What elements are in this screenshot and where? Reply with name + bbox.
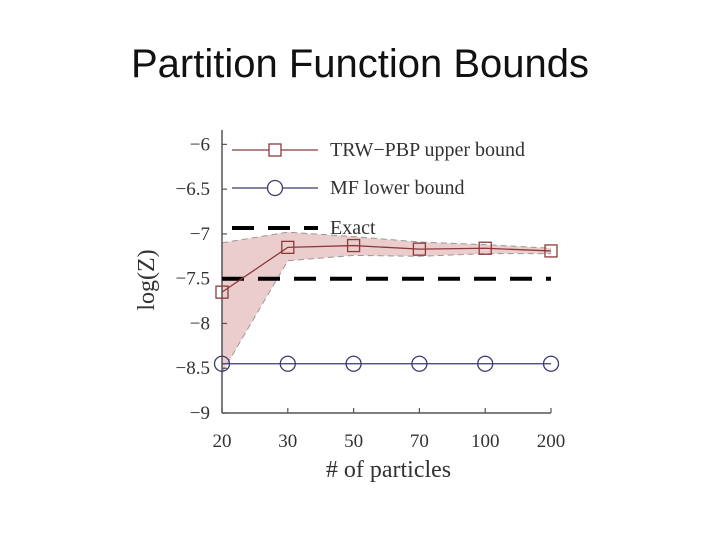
legend-lower-marker xyxy=(266,179,284,197)
trw-pbp-upper-bound-point xyxy=(346,238,361,253)
y-axis-title: log(Z) xyxy=(134,249,160,310)
x-tick-label: 30 xyxy=(278,431,297,452)
slide-title: Partition Function Bounds xyxy=(130,42,590,86)
legend-lower-label: MF lower bound xyxy=(330,177,464,199)
x-tick-label: 100 xyxy=(471,431,500,452)
trw-pbp-upper-bound-line xyxy=(221,244,552,293)
band-upper-edge xyxy=(221,231,552,249)
y-tick-label: −9 xyxy=(190,403,210,424)
y-tick-label: −7.5 xyxy=(176,269,210,290)
trw-pbp-upper-bound-point xyxy=(281,240,295,255)
mf-lower-bound-point xyxy=(542,355,560,372)
trw-pbp-upper-bound-point xyxy=(215,285,229,299)
y-tick-label: −7 xyxy=(190,224,210,245)
x-tick-label: 70 xyxy=(410,431,429,452)
mf-lower-bound-point xyxy=(213,355,231,372)
legend-upper-marker xyxy=(268,143,282,157)
upper-bound-band xyxy=(222,232,551,373)
trw-pbp-upper-bound-point xyxy=(478,241,492,255)
y-tick-label: −6.5 xyxy=(176,179,210,200)
legend-exact-label: Exact xyxy=(330,217,376,239)
mf-lower-bound-point xyxy=(345,355,362,372)
mf-lower-bound-point xyxy=(411,355,428,372)
x-axis-title: # of particles xyxy=(326,457,451,483)
x-tick-label: 20 xyxy=(213,431,232,452)
y-tick-label: −8.5 xyxy=(176,358,210,379)
trw-pbp-upper-bound-point xyxy=(412,242,427,256)
y-tick-label: −8 xyxy=(190,313,210,334)
y-tick-label: −6 xyxy=(190,134,210,155)
trw-pbp-upper-bound-point xyxy=(544,244,558,258)
x-tick-label: 200 xyxy=(537,431,566,452)
x-tick-label: 50 xyxy=(344,431,363,452)
mf-lower-bound-point xyxy=(477,355,494,372)
mf-lower-bound-point xyxy=(279,355,296,372)
legend-upper-label: TRW−PBP upper bound xyxy=(330,139,525,161)
